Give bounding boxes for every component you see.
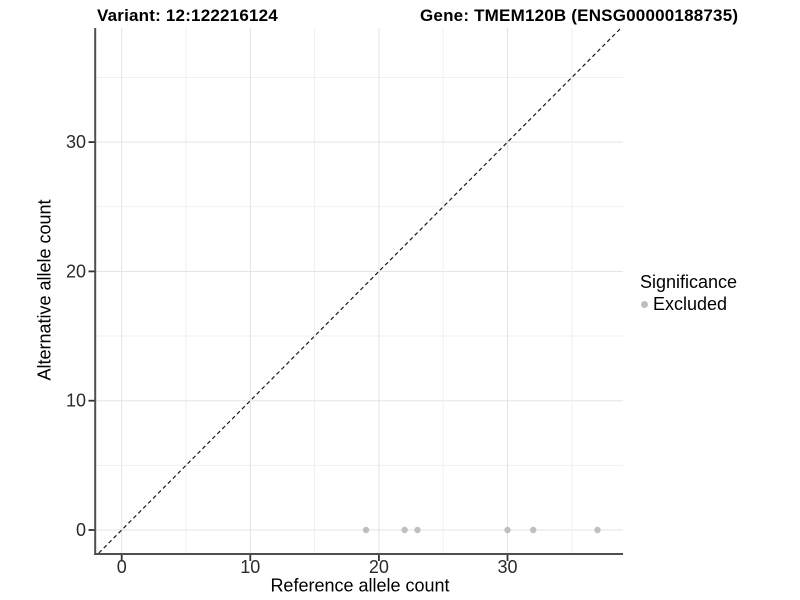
- data-point: [594, 526, 601, 534]
- y-tick-label: 0: [76, 520, 86, 540]
- legend: Significance Excluded: [640, 272, 737, 314]
- legend-item-excluded: Excluded: [641, 294, 737, 314]
- x-tick-label: 0: [117, 557, 127, 577]
- data-point: [362, 526, 370, 534]
- gene-title: Gene: TMEM120B (ENSG00000188735): [420, 6, 739, 25]
- x-tick-label: 20: [369, 557, 389, 577]
- x-axis-title: Reference allele count: [270, 575, 450, 596]
- y-tick-label: 30: [66, 132, 86, 152]
- variant-title: Variant: 12:122216124: [97, 6, 278, 25]
- legend-point-icon: [641, 301, 648, 308]
- y-tick-label: 10: [66, 391, 86, 411]
- legend-title: Significance: [640, 272, 738, 292]
- identity-dashed-line: [98, 27, 622, 554]
- y-axis-title: Alternative allele count: [34, 199, 55, 381]
- legend-item-label: Excluded: [653, 294, 728, 314]
- data-point: [414, 526, 421, 534]
- data-point: [530, 526, 537, 534]
- x-tick-label: 30: [497, 557, 517, 577]
- data-point: [504, 526, 511, 534]
- data-point: [401, 526, 408, 534]
- y-tick-label: 20: [66, 261, 86, 281]
- x-tick-label: 10: [240, 557, 260, 577]
